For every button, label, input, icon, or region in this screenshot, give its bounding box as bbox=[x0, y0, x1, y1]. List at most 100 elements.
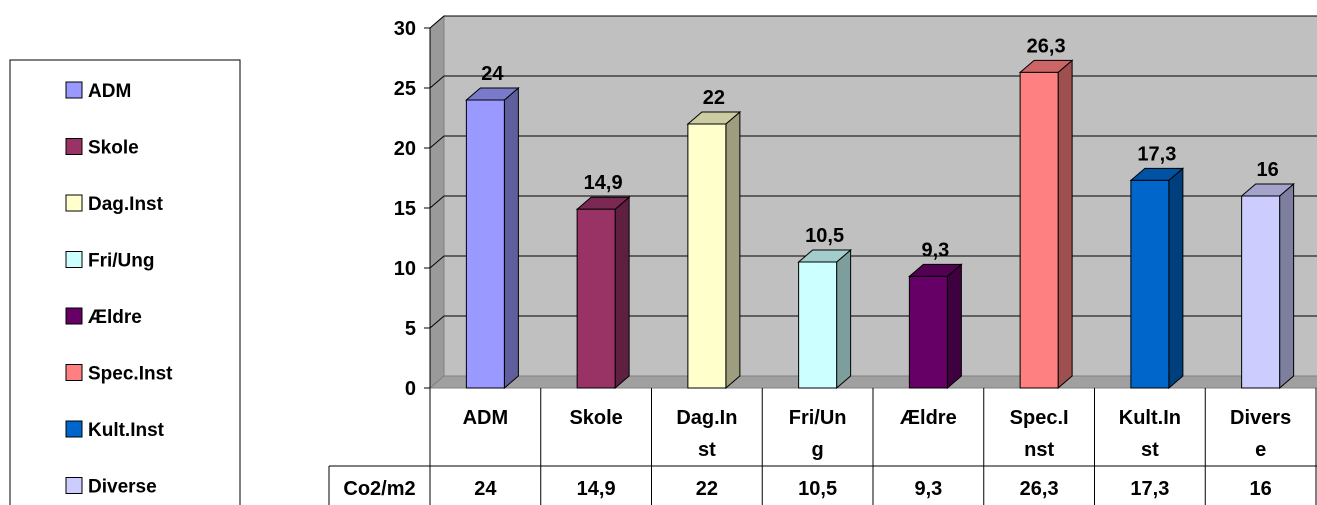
bar-adm bbox=[465, 86, 520, 390]
bars bbox=[465, 59, 1295, 390]
bar-side bbox=[946, 263, 962, 390]
bar-front bbox=[798, 261, 838, 389]
legend-item-spec-inst: Spec.Inst bbox=[65, 364, 173, 385]
gridline-side bbox=[429, 255, 445, 269]
x-tick-label-fri-ung: Fri/Un g bbox=[789, 407, 847, 461]
gridline-side bbox=[429, 135, 445, 149]
bar-kult-inst bbox=[1129, 167, 1185, 390]
gridline-side bbox=[429, 195, 445, 209]
bar-side bbox=[725, 110, 741, 390]
legend-label: ADM bbox=[88, 81, 131, 102]
y-tick-label: 15 bbox=[394, 198, 416, 220]
x-tick-label-adm: ADM bbox=[463, 407, 509, 429]
x-tick-label-line: Ældre bbox=[900, 407, 957, 429]
x-tick-label-dag-inst: Dag.In st bbox=[676, 407, 737, 461]
x-tick-label-line: Divers bbox=[1230, 407, 1291, 429]
legend-item-adm: ADM bbox=[65, 81, 131, 102]
plot-area: 0 5 10 15 20 25 30 24 14,9 22 10,5 9,3 26,3 17,3 16 bbox=[394, 14, 1317, 400]
legend-label: Skole bbox=[88, 138, 139, 159]
legend-box bbox=[9, 59, 241, 505]
x-tick-label-line: Fri/Un bbox=[789, 407, 847, 429]
legend-swatch bbox=[65, 194, 83, 212]
bar-ldre bbox=[908, 263, 963, 390]
legend-item-diverse: Diverse bbox=[65, 477, 157, 498]
data-label-adm: 24 bbox=[481, 63, 504, 85]
chart-wall bbox=[428, 14, 1317, 390]
x-tick-label-line: nst bbox=[1024, 439, 1054, 461]
table-row-label: Co2/m2 bbox=[343, 478, 415, 500]
x-tick-label-diverse: Divers e bbox=[1230, 407, 1291, 461]
bar-front bbox=[908, 275, 948, 389]
bar-front bbox=[1019, 71, 1059, 389]
bar-spec-inst bbox=[1018, 59, 1074, 390]
y-tick-label: 20 bbox=[394, 138, 416, 160]
legend-label: Fri/Ung bbox=[88, 251, 155, 272]
legend-label: Ældre bbox=[88, 307, 142, 328]
x-tick-label-skole: Skole bbox=[569, 407, 622, 429]
y-tick-label: 30 bbox=[394, 18, 416, 40]
data-label-diverse: 16 bbox=[1257, 159, 1279, 181]
table-cell-kult-inst: 17,3 bbox=[1130, 478, 1169, 500]
x-tick-label-line: Spec.I bbox=[1010, 407, 1069, 429]
bar-fri-ung bbox=[797, 248, 852, 390]
data-labels: 24 14,9 22 10,5 9,3 26,3 17,3 16 bbox=[481, 35, 1279, 261]
y-tick-label: 10 bbox=[394, 258, 416, 280]
bar-front bbox=[576, 208, 616, 389]
legend-item-ldre: Ældre bbox=[65, 307, 142, 328]
x-tick-label-line: Dag.In bbox=[676, 407, 737, 429]
data-table: ADM Skole Dag.In st Fri/Un g Ældre Spec.I nst Kul… bbox=[328, 388, 1317, 505]
table-cell-skole: 14,9 bbox=[577, 478, 616, 500]
data-label-kult-inst: 17,3 bbox=[1137, 143, 1176, 165]
bar-side bbox=[614, 196, 630, 390]
legend-swatch bbox=[65, 138, 83, 155]
legend-item-skole: Skole bbox=[65, 138, 139, 159]
bar-side bbox=[836, 248, 852, 390]
data-label-dag-inst: 22 bbox=[703, 87, 725, 109]
table-cell-dag-inst: 22 bbox=[696, 478, 718, 500]
x-tick-label-line: st bbox=[1141, 439, 1159, 461]
legend-item-fri-ung: Fri/Ung bbox=[65, 251, 155, 272]
x-tick-label-line: e bbox=[1255, 439, 1266, 461]
bar-dag-inst bbox=[686, 110, 742, 390]
floor bbox=[428, 375, 1317, 389]
legend-swatch bbox=[65, 251, 83, 268]
bar-front bbox=[465, 99, 505, 389]
legend-swatch bbox=[65, 477, 83, 494]
x-tick-label-ldre: Ældre bbox=[900, 407, 957, 429]
bar-side bbox=[1057, 59, 1073, 390]
gridline-side bbox=[429, 75, 445, 89]
x-tick-label-line: Kult.In bbox=[1119, 407, 1181, 429]
legend-item-dag-inst: Dag.Inst bbox=[65, 194, 164, 215]
gridline-side bbox=[429, 315, 445, 329]
y-tick-label: 5 bbox=[405, 318, 416, 340]
bar-side bbox=[1168, 167, 1184, 390]
data-label-spec-inst: 26,3 bbox=[1027, 35, 1066, 57]
table-cell-spec-inst: 26,3 bbox=[1020, 478, 1059, 500]
data-label-fri-ung: 10,5 bbox=[805, 225, 844, 247]
x-tick-label-line: Skole bbox=[569, 407, 622, 429]
bar-front bbox=[1130, 179, 1170, 389]
bar-side bbox=[503, 86, 519, 390]
data-label-ldre: 9,3 bbox=[921, 239, 949, 261]
x-tick-label-spec-inst: Spec.I nst bbox=[1010, 407, 1069, 461]
bar-skole bbox=[575, 196, 631, 390]
bar-front bbox=[687, 123, 727, 389]
legend-swatch bbox=[65, 307, 83, 325]
legend-item-kult-inst: Kult.Inst bbox=[65, 420, 165, 441]
table-cell-adm: 24 bbox=[474, 478, 497, 500]
table-cell-fri-ung: 10,5 bbox=[798, 478, 837, 500]
x-tick-label-line: ADM bbox=[463, 407, 509, 429]
y-axis: 0 5 10 15 20 25 30 bbox=[394, 18, 431, 400]
bar-diverse bbox=[1240, 182, 1295, 390]
x-tick-label-kult-inst: Kult.In st bbox=[1119, 407, 1181, 461]
legend-swatch bbox=[65, 81, 83, 99]
legend-swatch bbox=[65, 364, 83, 381]
x-tick-label-line: st bbox=[698, 439, 716, 461]
table-cell-diverse: 16 bbox=[1250, 478, 1272, 500]
table-cell-ldre: 9,3 bbox=[914, 478, 942, 500]
legend-label: Spec.Inst bbox=[88, 364, 173, 385]
data-label-skole: 14,9 bbox=[584, 172, 623, 194]
gridline-side bbox=[429, 15, 445, 29]
y-tick-label: 25 bbox=[394, 78, 416, 100]
